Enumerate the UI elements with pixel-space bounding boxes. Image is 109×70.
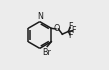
- Text: F: F: [71, 26, 76, 35]
- Text: Br: Br: [42, 48, 51, 56]
- Text: F: F: [68, 22, 72, 31]
- Text: O: O: [54, 24, 60, 34]
- Text: F: F: [68, 31, 72, 40]
- Text: N: N: [37, 12, 43, 21]
